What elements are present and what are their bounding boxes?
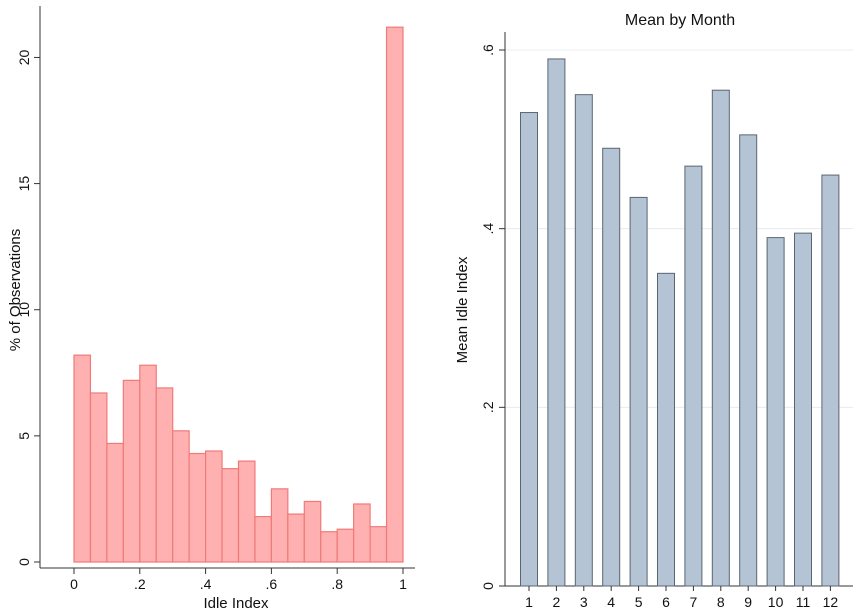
histogram-bar <box>89 392 108 563</box>
monthly-chart-title: Mean by Month <box>625 12 735 29</box>
monthly-y-tick-label: 0 <box>480 582 496 590</box>
histogram-bar <box>106 442 124 563</box>
histogram-bar <box>385 26 404 563</box>
histogram-bar <box>270 488 289 563</box>
monthly-x-tick-label: 8 <box>717 594 725 610</box>
histogram-x-tick-label: 0 <box>70 576 78 592</box>
monthly-y-tick-label: .4 <box>480 223 496 235</box>
monthly-x-tick-label: 7 <box>690 594 698 610</box>
histogram-bar <box>188 452 207 563</box>
monthly-y-tick-label: .2 <box>480 401 496 413</box>
histogram-bar <box>172 430 190 563</box>
histogram-x-tick-label: 1 <box>399 576 407 592</box>
histogram-x-tick-label: .4 <box>200 576 212 592</box>
histogram-bar <box>73 354 92 563</box>
histogram-y-tick-label: 0 <box>16 558 32 566</box>
monthly-x-tick-label: 1 <box>525 594 533 610</box>
histogram-y-tick-label: 15 <box>16 176 32 192</box>
histogram-x-tick-label: .6 <box>266 576 278 592</box>
monthly-x-tick-label: 9 <box>744 594 752 610</box>
histogram-bar <box>155 387 174 563</box>
monthly-bar <box>520 112 538 587</box>
monthly-bar <box>574 94 593 587</box>
monthly-bar <box>766 237 785 587</box>
monthly-bar <box>547 58 566 587</box>
monthly-y-tick-label: .6 <box>480 44 496 56</box>
monthly-bars <box>520 58 840 587</box>
histogram-y-tick-label: 20 <box>16 49 32 65</box>
histogram-bar <box>237 460 256 563</box>
monthly-bar <box>821 174 840 587</box>
histogram-bar <box>122 379 141 563</box>
histogram-bar <box>254 515 272 563</box>
histogram-panel: 0 5 10 15 20 0 .2 .4 .6 .8 1 % of Observations Id… <box>7 6 415 611</box>
histogram-y-ticks: 0 5 10 15 20 <box>16 49 40 566</box>
histogram-bar <box>369 526 388 563</box>
histogram-bar <box>336 528 355 563</box>
monthly-x-tick-label: 2 <box>553 594 561 610</box>
histogram-bar <box>287 513 305 563</box>
monthly-bar <box>739 134 758 587</box>
histogram-y-axis-title: % of Observations <box>7 229 24 352</box>
histogram-bars <box>73 26 404 563</box>
histogram-bar <box>221 468 240 563</box>
monthly-bar <box>629 196 648 587</box>
histogram-bar <box>320 531 338 563</box>
monthly-bar <box>711 89 730 587</box>
histogram-bar <box>353 503 371 563</box>
histogram-x-axis-title: Idle Index <box>203 595 269 611</box>
monthly-y-ticks: 0 .2 .4 .6 <box>480 44 505 590</box>
histogram-y-tick-label: 5 <box>16 432 32 440</box>
monthly-y-axis-title: Mean Idle Index <box>454 256 471 363</box>
histogram-x-tick-label: .8 <box>331 576 343 592</box>
monthly-x-tick-label: 3 <box>580 594 588 610</box>
monthly-x-tick-label: 4 <box>607 594 615 610</box>
monthly-bar <box>684 165 703 587</box>
monthly-x-tick-label: 5 <box>635 594 643 610</box>
histogram-bar <box>139 364 157 563</box>
monthly-bar <box>602 147 621 587</box>
monthly-bar <box>794 232 812 587</box>
monthly-panel: Mean by Month 0.2.4.6 1 2 3 4 5 6 7 8 9 10 11 12 Me… <box>454 12 853 610</box>
monthly-x-tick-label: 12 <box>823 594 839 610</box>
histogram-x-tick-label: .2 <box>134 576 146 592</box>
histogram-x-ticks: 0 .2 .4 .6 .8 1 <box>70 568 407 592</box>
histogram-bar <box>303 500 322 563</box>
monthly-x-tick-label: 11 <box>796 594 811 610</box>
monthly-x-ticks: 1 2 3 4 5 6 7 8 9 10 11 12 <box>525 586 838 610</box>
histogram-y-tick-label: 10 <box>16 302 32 318</box>
histogram-bar <box>205 450 223 563</box>
monthly-x-tick-label: 10 <box>768 594 784 610</box>
monthly-x-tick-label: 6 <box>662 594 670 610</box>
monthly-bar <box>657 272 675 587</box>
